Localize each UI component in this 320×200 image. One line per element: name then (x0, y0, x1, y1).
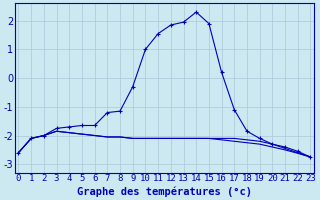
X-axis label: Graphe des températures (°c): Graphe des températures (°c) (77, 186, 252, 197)
